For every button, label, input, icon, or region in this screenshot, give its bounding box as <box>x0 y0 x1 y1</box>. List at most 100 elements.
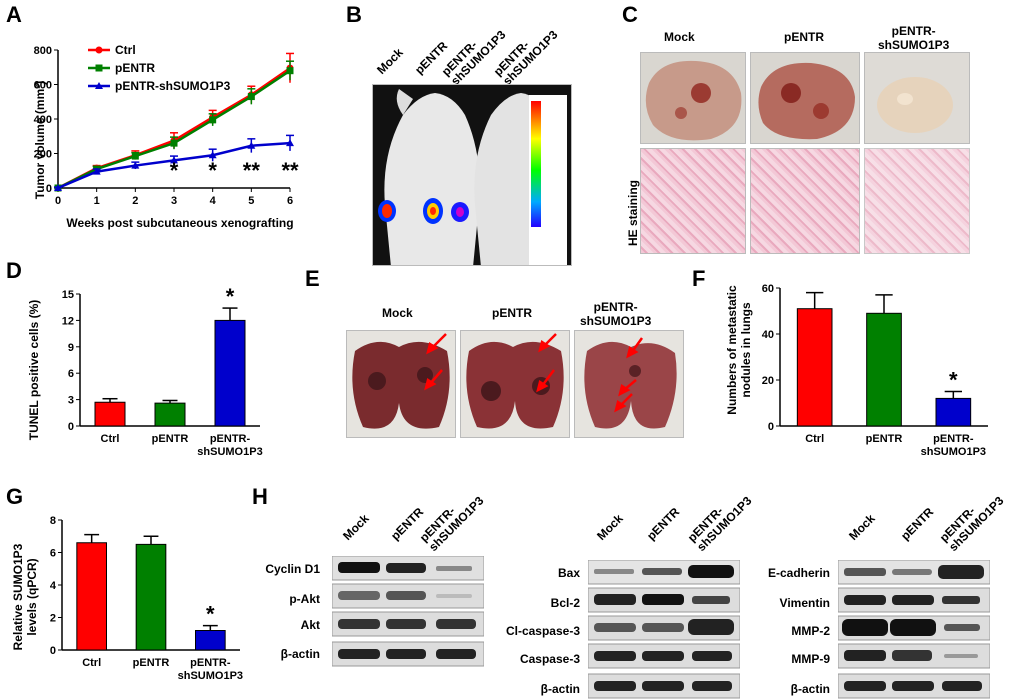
c-label-sh: pENTR-shSUMO1P3 <box>878 24 950 52</box>
data-point <box>92 167 101 175</box>
chart-a-xtick-label: 1 <box>94 195 100 207</box>
data-point <box>286 67 294 75</box>
metastasis-chart: 0 20 40 60 Ctrl pENTR * pENTR-shSUMO1P3 Numbers… <box>725 283 988 458</box>
panel-label-a: A <box>6 2 22 27</box>
h2-label-mock: Mock <box>594 511 626 543</box>
panel-label-e: E <box>305 266 320 291</box>
bar-0 <box>76 542 108 651</box>
significance-marker: ** <box>243 158 261 183</box>
bar-1 <box>135 543 167 651</box>
bar-0 <box>94 401 126 427</box>
category-label: pENTR <box>152 433 189 445</box>
panel-label-g: G <box>6 484 24 509</box>
chart-a-xlabel: Weeks post subcutaneous xenografting <box>66 216 293 230</box>
h2-row-2: Bcl-2 <box>550 596 580 610</box>
legend-sh: pENTR-shSUMO1P3 <box>115 79 231 93</box>
category-label: shSUMO1P3 <box>178 670 243 682</box>
bar-1 <box>866 312 902 427</box>
data-point <box>208 151 217 159</box>
significance-marker: * <box>949 368 958 393</box>
h1-row-4: β-actin <box>280 647 320 661</box>
h3-label-mock: Mock <box>846 511 878 543</box>
category-label: shSUMO1P3 <box>921 446 986 458</box>
ytick-label: 6 <box>68 368 74 380</box>
h2-row-4: Caspase-3 <box>519 652 580 666</box>
h3-row-2: Vimentin <box>779 596 830 610</box>
c-label-pentr: pENTR <box>784 30 824 44</box>
chart-a-ylabel: Tumor volume (mm³) <box>33 81 47 199</box>
e-label-sh: pENTR-shSUMO1P3 <box>580 300 652 328</box>
chart-a-ytick-label: 200 <box>34 149 52 161</box>
tunel-chart: 0 3 6 9 12 15 Ctrl pENTR * pENTR-shSUMO1P3 TUNEL … <box>27 284 263 458</box>
panel-label-f: F <box>692 266 706 291</box>
chart-a-ytick-label: 400 <box>34 114 52 126</box>
ytick-label: 40 <box>762 329 774 341</box>
chart-a-xtick-label: 6 <box>287 195 293 207</box>
bar-2 <box>935 397 972 427</box>
b-label-sh1: pENTR- shSUMO1P3 <box>438 27 509 88</box>
data-point <box>131 161 140 169</box>
sumo1p3-chart: 0 2 4 6 8 Ctrl pENTR * pENTR-shSUMO1P3 Relative … <box>11 515 243 682</box>
category-label: Ctrl <box>101 433 120 445</box>
chart-d-ylabel: TUNEL positive cells (%) <box>27 300 41 440</box>
ytick-label: 8 <box>50 515 56 527</box>
bar-1 <box>154 402 186 427</box>
h1-label-mock: Mock <box>340 511 372 543</box>
e-label-mock: Mock <box>382 306 413 320</box>
h2-label-pentr: pENTR <box>644 504 683 543</box>
h1-row-1: Cyclin D1 <box>265 562 320 576</box>
ytick-label: 0 <box>68 421 74 433</box>
chart-a-xtick-label: 4 <box>210 195 217 207</box>
he-image-sh <box>864 148 970 254</box>
tumor-photo-mock <box>640 52 746 144</box>
data-point <box>247 141 256 149</box>
h2-label-sh: pENTR- shSUMO1P3 <box>684 493 755 554</box>
h3-row-3: MMP-2 <box>791 624 830 638</box>
ytick-label: 2 <box>50 613 56 625</box>
ytick-label: 60 <box>762 283 774 295</box>
significance-marker: * <box>206 602 215 627</box>
h1-row-3: Akt <box>300 618 320 632</box>
chart-f-ylabel-2: nodules in lungs <box>739 302 753 398</box>
h1-label-sh: pENTR- shSUMO1P3 <box>416 493 487 554</box>
data-point <box>170 139 178 147</box>
category-label: pENTR- <box>933 433 974 445</box>
chart-a-ytick-label: 600 <box>34 80 52 92</box>
chart-g-ylabel-2: levels (qPCR) <box>25 558 39 635</box>
e-label-pentr: pENTR <box>492 306 532 320</box>
chart-a-legend: Ctrl pENTR pENTR-shSUMO1P3 <box>88 43 231 93</box>
legend-pentr: pENTR <box>115 61 155 75</box>
significance-marker: * <box>170 158 179 183</box>
chart-f-ylabel-1: Numbers of metastatic <box>725 285 739 415</box>
chart-a-xtick-label: 5 <box>248 195 254 207</box>
data-point <box>170 156 178 164</box>
tumor-photo-sh <box>864 52 970 144</box>
h2-row-1: Bax <box>557 566 580 580</box>
ytick-label: 4 <box>50 580 57 592</box>
signal-spot <box>378 198 469 224</box>
legend-ctrl: Ctrl <box>115 43 136 57</box>
significance-marker: * <box>226 284 235 309</box>
panel-label-d: D <box>6 258 22 283</box>
data-point <box>209 116 217 124</box>
category-label: pENTR <box>866 433 903 445</box>
he-staining-label: HE staining <box>626 179 640 246</box>
blot-3 <box>838 560 990 699</box>
category-label: Ctrl <box>805 433 824 445</box>
chart-a-ytick-label: 0 <box>46 183 52 195</box>
panel-label-c: C <box>622 2 638 27</box>
arrow-markers <box>424 333 644 413</box>
h2-row-5: β-actin <box>540 682 580 696</box>
he-image-mock <box>640 148 746 254</box>
tumor-photo-pentr <box>750 52 860 144</box>
bioluminescence-image <box>372 84 572 266</box>
h3-label-sh: pENTR- shSUMO1P3 <box>936 493 1007 554</box>
blot-2 <box>588 560 740 699</box>
h3-row-5: β-actin <box>790 682 830 696</box>
significance-marker: ** <box>281 158 299 183</box>
category-label: pENTR <box>133 657 170 669</box>
bar-2 <box>214 319 246 427</box>
chart-a-ytick-label: 800 <box>34 45 52 57</box>
data-point <box>54 184 62 191</box>
